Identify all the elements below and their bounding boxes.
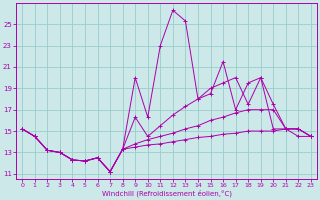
X-axis label: Windchill (Refroidissement éolien,°C): Windchill (Refroidissement éolien,°C) [101,190,232,197]
